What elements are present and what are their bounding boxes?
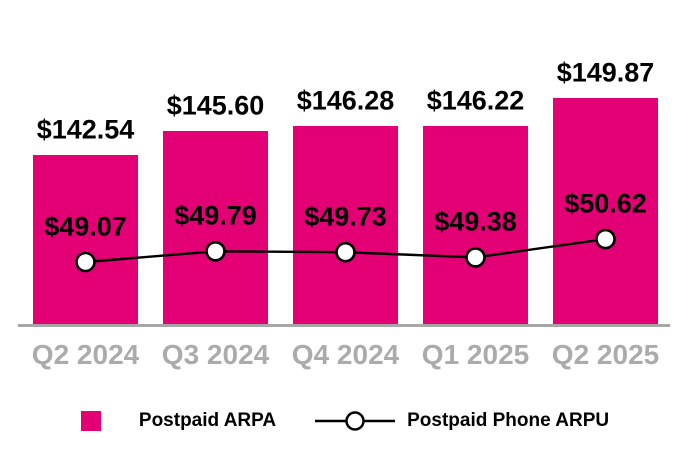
arpa-value-label: $146.22	[426, 85, 525, 116]
x-axis-label: Q3 2024	[161, 339, 270, 370]
chart-legend: Postpaid ARPA Postpaid Phone ARPU	[0, 403, 690, 439]
x-axis-line	[18, 324, 670, 327]
arpa-bar	[293, 125, 398, 324]
arpu-value-label: $49.73	[304, 201, 387, 232]
arpa-legend-label: Postpaid ARPA	[138, 410, 277, 431]
arpu-legend-label: Postpaid Phone ARPU	[407, 410, 610, 431]
arpa-bar	[553, 97, 658, 324]
arpa-value-label: $149.87	[556, 57, 655, 88]
arpu-value-label: $49.38	[434, 206, 517, 237]
arpa-bar	[163, 131, 268, 324]
arpu-value-label: $49.07	[44, 211, 127, 242]
arpu-value-label: $50.62	[564, 188, 647, 219]
x-axis-label: Q2 2025	[551, 339, 660, 370]
arpa-legend-swatch	[80, 411, 101, 431]
x-axis-label: Q1 2025	[421, 339, 530, 370]
x-axis-label: Q4 2024	[291, 339, 400, 370]
arpa-bar	[423, 126, 528, 324]
x-axis-label: Q2 2024	[31, 339, 140, 370]
arpa-value-label: $142.54	[36, 114, 135, 145]
arpa-value-label: $145.60	[166, 90, 265, 121]
arpu-value-label: $49.79	[174, 200, 257, 231]
arpu-legend-marker-icon	[315, 411, 396, 431]
arpa-value-label: $146.28	[296, 85, 395, 116]
